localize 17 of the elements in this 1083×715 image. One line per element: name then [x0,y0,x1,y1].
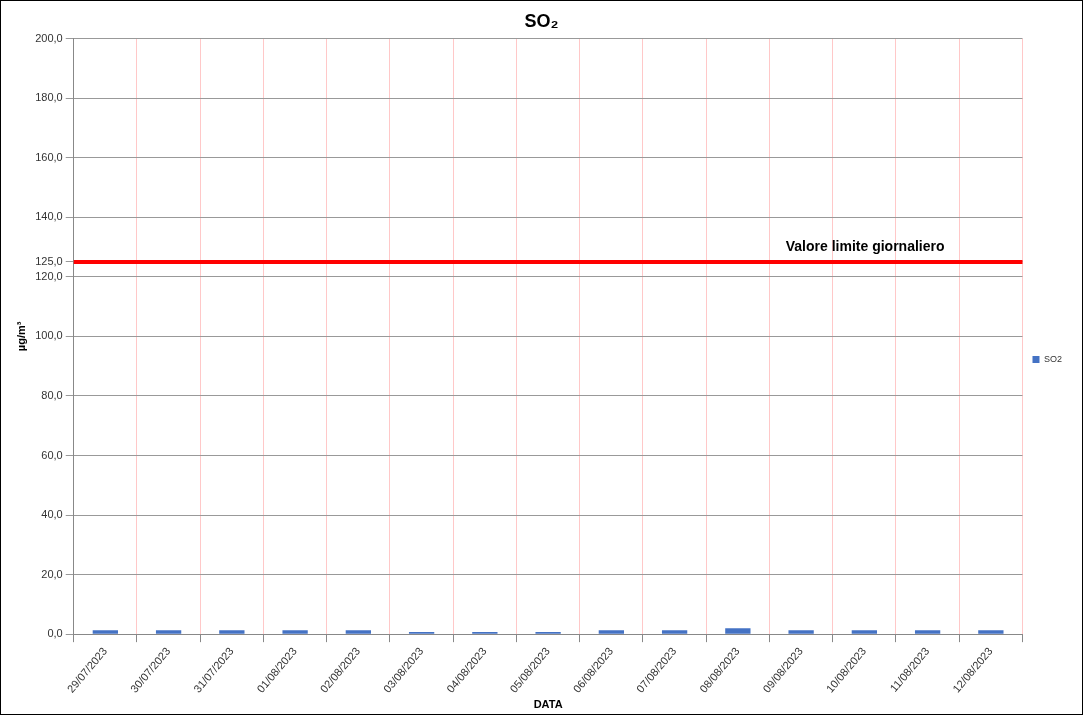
y-axis-title: µg/m³ [14,321,27,352]
y-tick-label: 0,0 [47,627,63,640]
y-tick-label: 160,0 [35,150,63,163]
y-tick-label: 60,0 [41,448,63,461]
y-tick-label: 200,0 [35,31,63,44]
chart-title: SO₂ [524,10,559,31]
x-axis-title: DATA [533,698,563,711]
y-tick-label: 125,0 [35,254,63,267]
legend-label: SO2 [1043,353,1063,364]
y-tick-label: 40,0 [41,508,63,521]
y-tick-label: 20,0 [41,567,63,580]
ref-line-label: Valore limite giornaliero [785,237,945,254]
y-tick-label: 180,0 [35,91,63,104]
y-tick-label: 80,0 [41,388,63,401]
y-tick-label: 120,0 [35,269,63,282]
y-tick-label: 140,0 [35,210,63,223]
y-tick-label: 100,0 [35,329,63,342]
